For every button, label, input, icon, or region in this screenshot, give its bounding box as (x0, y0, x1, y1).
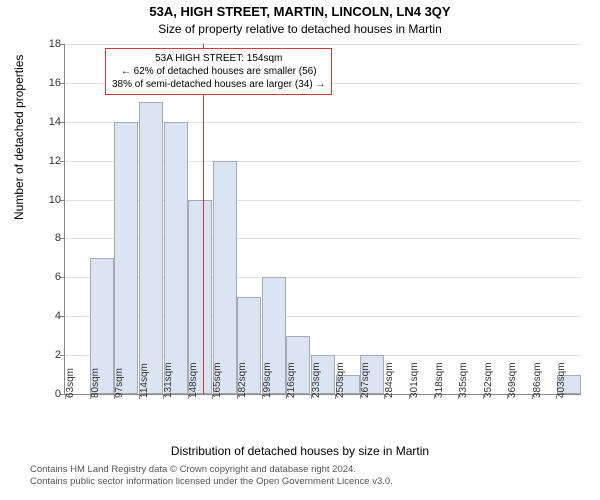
y-axis-label: Number of detached properties (12, 55, 26, 220)
histogram-bar (139, 102, 163, 394)
xtick-label: 131sqm (163, 362, 174, 398)
histogram-bar (114, 122, 138, 394)
xtick-label: 301sqm (409, 362, 420, 398)
xtick-label: 386sqm (532, 362, 543, 398)
ytick-label: 0 (37, 388, 65, 400)
xtick-label: 148sqm (188, 362, 199, 398)
histogram-bar (213, 161, 237, 394)
plot-area: 02468101214161863sqm80sqm97sqm114sqm131s… (64, 44, 581, 395)
annotation-line1: 53A HIGH STREET: 154sqm (112, 52, 325, 65)
xtick-label: 97sqm (114, 368, 125, 398)
xtick-label: 199sqm (262, 362, 273, 398)
annotation-line3: 38% of semi-detached houses are larger (… (112, 78, 325, 91)
footer-attribution: Contains HM Land Registry data © Crown c… (30, 464, 393, 489)
chart-container: 53A, HIGH STREET, MARTIN, LINCOLN, LN4 3… (0, 0, 600, 500)
xtick-label: 80sqm (90, 368, 101, 398)
xtick-label: 335sqm (458, 362, 469, 398)
ytick-label: 18 (37, 38, 65, 50)
ytick-label: 2 (37, 349, 65, 361)
ytick-label: 4 (37, 310, 65, 322)
xtick-label: 114sqm (139, 363, 150, 398)
xtick-label: 165sqm (212, 362, 223, 398)
gridline (65, 44, 581, 45)
xtick-label: 250sqm (335, 362, 346, 398)
xtick-label: 284sqm (384, 362, 395, 398)
xtick-label: 182sqm (237, 362, 248, 398)
chart-title-sub: Size of property relative to detached ho… (0, 22, 600, 36)
xtick-label: 369sqm (507, 362, 518, 398)
chart-title-main: 53A, HIGH STREET, MARTIN, LINCOLN, LN4 3… (0, 4, 600, 19)
xtick-label: 352sqm (483, 362, 494, 398)
footer-line2: Contains public sector information licen… (30, 476, 393, 488)
xtick-label: 63sqm (65, 368, 76, 398)
reference-vline (203, 44, 204, 394)
x-axis-label: Distribution of detached houses by size … (0, 444, 600, 458)
ytick-label: 16 (37, 77, 65, 89)
annotation-box: 53A HIGH STREET: 154sqm ← 62% of detache… (105, 48, 332, 95)
ytick-label: 10 (37, 194, 65, 206)
xtick-label: 267sqm (360, 362, 371, 398)
annotation-line2: ← 62% of detached houses are smaller (56… (112, 65, 325, 78)
xtick-label: 318sqm (434, 362, 445, 398)
footer-line1: Contains HM Land Registry data © Crown c… (30, 464, 393, 476)
xtick-label: 216sqm (286, 362, 297, 398)
histogram-bar (164, 122, 188, 394)
xtick-label: 403sqm (556, 362, 567, 398)
xtick-label: 233sqm (311, 362, 322, 398)
ytick-label: 8 (37, 232, 65, 244)
ytick-label: 6 (37, 271, 65, 283)
ytick-label: 12 (37, 155, 65, 167)
ytick-label: 14 (37, 116, 65, 128)
